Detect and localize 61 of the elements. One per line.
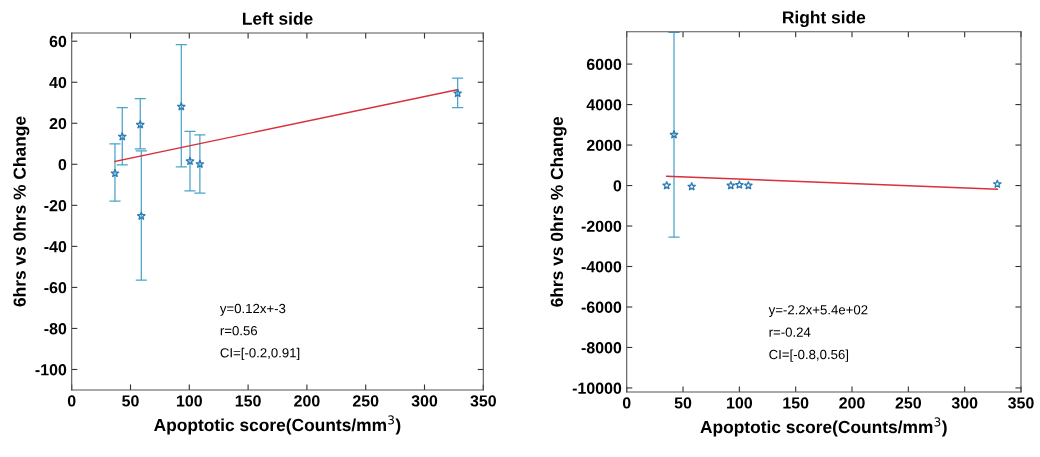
point [185,156,195,166]
x-tick-label: 300 [951,397,978,409]
point [662,180,672,190]
y-tick-label: 20 [49,117,67,130]
x-tick-label: 300 [411,395,438,407]
point [195,159,205,169]
y-tick-label: -4000 [581,261,622,273]
x-tick-label: 150 [235,395,261,407]
y-tick-label: -80 [44,323,67,335]
y-tick-label: -40 [44,241,67,253]
point [726,180,736,190]
x-axis-title: Apoptotic score(Counts/mm$^{3}$) [700,417,947,437]
point [992,179,1002,189]
y-tick-label: 6000 [586,58,622,71]
x-tick-label: 150 [783,397,809,409]
y-tick-label: 60 [49,35,67,48]
x-tick-label: 100 [727,397,753,409]
y-tick-label: -2000 [581,220,622,232]
x-tick-label: 200 [294,395,320,407]
x-tick-label: 250 [895,397,922,409]
x-tick-label: 50 [674,397,692,409]
y-tick-label: -20 [44,199,67,212]
y-tick-label: 4000 [586,99,622,111]
y-tick-label: 40 [49,76,67,89]
y-tick-label: 0 [613,180,622,192]
y-tick-label: -100 [35,364,67,376]
point [453,88,463,98]
point [734,180,744,189]
point [135,119,145,129]
chart-title: Left side [242,12,313,25]
point [687,181,697,191]
annotation: r=0.56 [220,326,258,336]
x-tick-label: 350 [1008,397,1034,409]
annotation: y=0.12x+-3 [219,303,286,316]
point [110,168,120,178]
annotation: y=-2.2x+5.4e+02 [768,305,868,318]
point [176,101,186,111]
y-tick-label: -6000 [581,301,622,313]
x-axis-title: Apoptotic score(Counts/mm$^{3}$) [154,415,401,435]
point [136,211,146,221]
chart-title: Right side [783,10,866,28]
y-tick-label: 2000 [586,139,622,151]
x-tick-label: 100 [176,395,202,407]
y-tick-label: -60 [44,282,67,294]
point [669,129,679,139]
annotation: r=-0.24 [769,327,811,337]
y-axis-title: 6hrs vs 0hrs % Change [550,116,567,307]
annotation: CI=[-0.2,0.91] [220,347,300,361]
x-tick-label: 50 [122,395,139,407]
x-tick-label: 0 [622,397,631,409]
y-tick-label: -10000 [572,382,622,394]
point [117,131,127,141]
y-axis-title: 6hrs vs 0hrs % Change [13,116,30,307]
x-tick-label: 350 [470,395,496,407]
y-tick-label: 0 [58,158,67,171]
y-tick-label: -8000 [581,342,622,354]
x-tick-label: 250 [352,395,379,407]
x-tick-label: 200 [839,397,865,409]
x-tick-label: 0 [67,395,76,407]
point [743,180,753,190]
annotation: CI=[-0.8,0.56] [769,349,849,362]
